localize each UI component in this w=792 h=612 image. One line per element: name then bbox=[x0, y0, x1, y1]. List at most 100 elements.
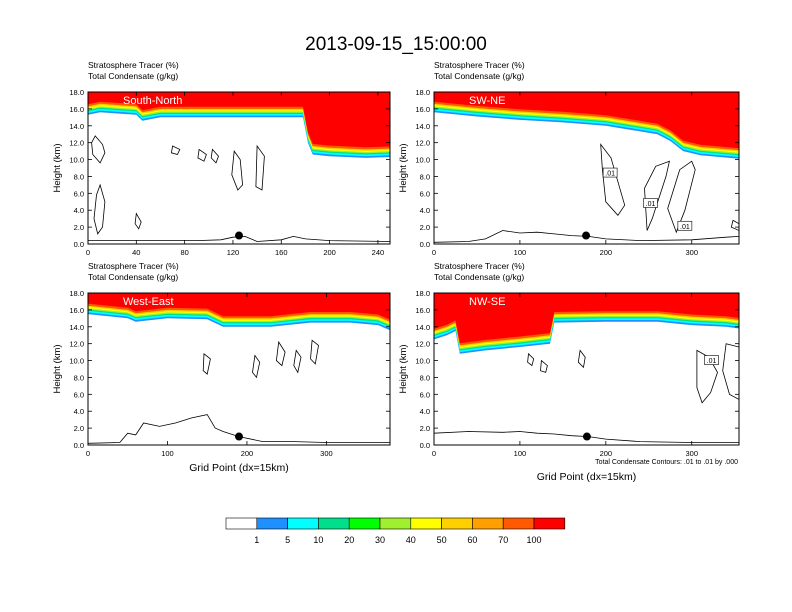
y-tick-label: 8.0 bbox=[74, 172, 84, 181]
colorbar-label: 30 bbox=[375, 535, 385, 545]
colorbar-label: 20 bbox=[344, 535, 354, 545]
x-tick-label: 0 bbox=[86, 449, 90, 458]
y-tick-label: 8.0 bbox=[420, 172, 430, 181]
x-tick-label: 240 bbox=[372, 248, 385, 257]
variable-label: Stratosphere Tracer (%) bbox=[88, 261, 179, 271]
colorbar-label: 5 bbox=[285, 535, 290, 545]
y-tick-label: 12.0 bbox=[69, 340, 84, 349]
x-tick-label: 80 bbox=[180, 248, 188, 257]
colorbar-box bbox=[472, 517, 504, 530]
y-axis-label: Height (km) bbox=[52, 344, 63, 393]
colorbar-label: 40 bbox=[406, 535, 416, 545]
panel-title: South-North bbox=[123, 95, 182, 107]
plot-area: .01 .01 .01 bbox=[434, 92, 739, 243]
colorbar: 1 5 10 20 30 40 50 60 70 100 bbox=[225, 517, 566, 545]
panel-frame bbox=[87, 91, 391, 245]
y-tick-label: 6.0 bbox=[74, 189, 84, 198]
condensate-contour bbox=[644, 160, 670, 231]
y-tick-label: 18.0 bbox=[69, 289, 84, 298]
x-tick-label: 300 bbox=[685, 248, 698, 257]
colorbar-box bbox=[379, 517, 412, 530]
y-tick-label: 0.0 bbox=[74, 441, 84, 450]
panel-west-east: West-East Stratosphere Tracer (%)Total Co… bbox=[52, 261, 391, 474]
tracer-band-7 bbox=[434, 92, 739, 149]
contour-label: .01 bbox=[680, 224, 690, 231]
y-tick-label: 18.0 bbox=[69, 88, 84, 97]
location-marker bbox=[235, 432, 243, 441]
panel-title: SW-NE bbox=[469, 95, 505, 107]
x-tick-label: 0 bbox=[86, 248, 90, 257]
colorbar-label: 1 bbox=[254, 535, 259, 545]
plot-area: .01 bbox=[434, 293, 739, 443]
condensate-contour bbox=[722, 343, 739, 400]
terrain-line bbox=[434, 431, 739, 443]
x-tick-label: 200 bbox=[323, 248, 336, 257]
y-tick-label: 4.0 bbox=[420, 407, 430, 416]
y-tick-label: 10.0 bbox=[415, 357, 430, 366]
y-tick-label: 6.0 bbox=[420, 390, 430, 399]
y-tick-label: 18.0 bbox=[415, 289, 430, 298]
variable-label: Stratosphere Tracer (%) bbox=[88, 60, 179, 70]
y-tick-label: 2.0 bbox=[74, 424, 84, 433]
y-tick-label: 2.0 bbox=[420, 424, 430, 433]
figure-title: 2013-09-15_15:00:00 bbox=[305, 34, 487, 55]
y-tick-label: 16.0 bbox=[69, 105, 84, 114]
plot-area bbox=[88, 92, 390, 242]
colorbar-box bbox=[348, 517, 381, 530]
condensate-contour bbox=[527, 352, 535, 367]
condensate-contour bbox=[91, 135, 106, 164]
tracer-band-7 bbox=[88, 293, 390, 320]
condensate-contour bbox=[252, 354, 261, 379]
colorbar-label: 10 bbox=[313, 535, 323, 545]
y-tick-label: 12.0 bbox=[415, 139, 430, 148]
location-marker bbox=[235, 231, 243, 240]
x-tick-label: 100 bbox=[514, 449, 527, 458]
y-tick-label: 14.0 bbox=[69, 122, 84, 131]
colorbar-box bbox=[410, 517, 442, 530]
x-tick-label: 200 bbox=[600, 449, 613, 458]
contour-label-box bbox=[643, 198, 658, 208]
y-tick-label: 16.0 bbox=[415, 105, 430, 114]
colorbar-box bbox=[287, 517, 319, 530]
y-tick-label: 18.0 bbox=[415, 88, 430, 97]
x-tick-label: 200 bbox=[600, 248, 613, 257]
terrain-line bbox=[434, 230, 739, 243]
panel-frame bbox=[433, 91, 740, 245]
y-axis-label: Height (km) bbox=[398, 143, 409, 192]
terrain-line bbox=[88, 235, 390, 242]
colorbar-box bbox=[533, 517, 566, 530]
y-tick-label: 12.0 bbox=[69, 139, 84, 148]
x-tick-label: 160 bbox=[275, 248, 288, 257]
x-tick-label: 0 bbox=[432, 449, 436, 458]
y-tick-label: 8.0 bbox=[420, 373, 430, 382]
condensate-contour bbox=[540, 359, 548, 373]
condensate-contour bbox=[255, 144, 265, 191]
y-tick-label: 0.0 bbox=[420, 240, 430, 249]
y-tick-label: 12.0 bbox=[415, 340, 430, 349]
y-tick-label: 6.0 bbox=[74, 390, 84, 399]
y-tick-label: 14.0 bbox=[69, 323, 84, 332]
x-tick-label: 200 bbox=[241, 449, 254, 458]
condensate-contour bbox=[577, 349, 586, 369]
y-tick-label: 8.0 bbox=[74, 373, 84, 382]
x-tick-label: 100 bbox=[161, 449, 174, 458]
condensate-contour bbox=[134, 212, 142, 230]
variable-label: Total Condensate (g/kg) bbox=[434, 71, 524, 81]
colorbar-label: 70 bbox=[498, 535, 508, 545]
variable-label: Stratosphere Tracer (%) bbox=[434, 261, 525, 271]
colorbar-box bbox=[256, 517, 288, 530]
y-tick-label: 0.0 bbox=[420, 441, 430, 450]
contour-label: .01 bbox=[707, 358, 717, 365]
x-tick-label: 100 bbox=[514, 248, 527, 257]
y-tick-label: 6.0 bbox=[420, 189, 430, 198]
colorbar-box bbox=[502, 517, 535, 530]
tracer-band-7 bbox=[88, 92, 390, 148]
location-marker bbox=[582, 432, 591, 441]
tracer-band-7 bbox=[434, 293, 739, 344]
colorbar-label: 50 bbox=[437, 535, 447, 545]
condensate-contour bbox=[310, 339, 319, 365]
condensate-contour bbox=[93, 183, 106, 235]
x-axis-label: Grid Point (dx=15km) bbox=[537, 471, 637, 483]
x-axis-label: Grid Point (dx=15km) bbox=[189, 462, 289, 474]
